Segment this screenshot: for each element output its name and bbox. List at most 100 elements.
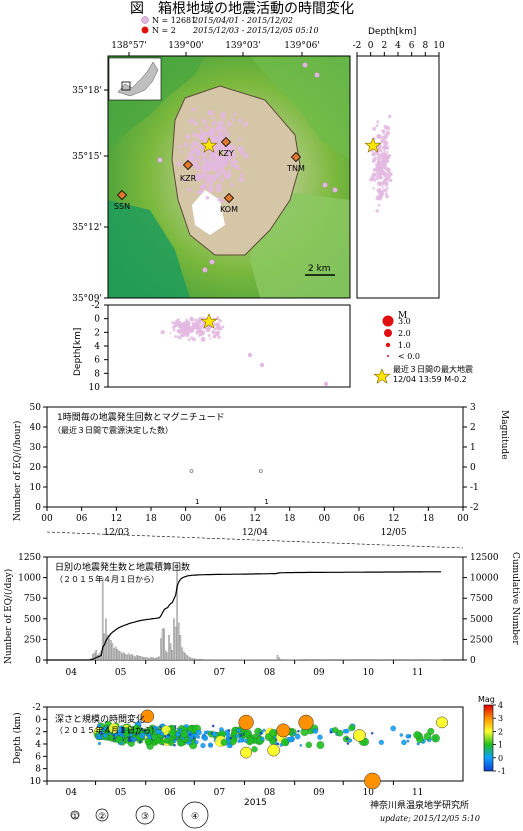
map-lon-label: 139°00' — [168, 41, 204, 51]
map-lat-label: 35°15' — [72, 152, 102, 162]
depth-time-event — [151, 733, 158, 741]
bottom-epicenter — [213, 335, 217, 338]
map-epicenter — [201, 118, 207, 125]
bottom-epicenter — [221, 325, 225, 329]
depth-bottom-panel: Depth[km] — [73, 304, 351, 388]
depth-side-frame — [356, 55, 440, 299]
daily-bar — [129, 654, 131, 661]
map-epicenter — [176, 161, 182, 167]
depth-time-event — [401, 739, 407, 746]
daily-bar — [192, 658, 195, 661]
map-epicenter — [191, 107, 196, 112]
map-epicenter — [219, 168, 226, 175]
mag-legend-dot-0 — [387, 355, 389, 357]
depth-time-event — [108, 732, 112, 736]
depth-time-event — [211, 731, 218, 737]
hourly-x-tick-label: 18 — [423, 514, 435, 524]
legend-pink-dot — [141, 16, 149, 24]
depth-time-event — [297, 729, 300, 733]
depth-time-ylabel: Depth (km) — [12, 712, 23, 764]
map-epicenter — [234, 164, 239, 169]
depth-time-event — [167, 733, 170, 737]
map-epicenter — [232, 153, 237, 158]
map-outlier-epicenter — [157, 157, 163, 163]
hourly-x-tick-label: 06 — [215, 514, 227, 524]
map-epicenter — [194, 147, 200, 153]
mag-legend-title: M — [398, 311, 407, 321]
side-epicenter — [378, 157, 381, 161]
depth-time-month-label: 05 — [115, 788, 127, 798]
depth-time-event — [175, 736, 179, 740]
daily-bar — [155, 657, 157, 661]
map-epicenter — [217, 139, 221, 143]
side-epicenter — [380, 140, 384, 144]
depth-time-event — [173, 739, 177, 744]
depth-time-large-event — [276, 723, 291, 738]
daily-y2-tick-label: 0 — [470, 656, 476, 666]
depth-time-event — [431, 734, 440, 743]
side-depth-cloud — [369, 114, 393, 213]
map-epicenter — [215, 125, 222, 132]
daily-bar — [92, 654, 94, 661]
daily-month-label: 06 — [164, 668, 176, 678]
depth-time-event — [100, 732, 104, 735]
station-kom-marker — [223, 192, 235, 204]
daily-bar — [179, 635, 182, 661]
map-epicenter — [209, 127, 214, 132]
map-epicenter — [219, 178, 225, 183]
daily-bar — [182, 651, 185, 661]
side-epicenter — [381, 152, 387, 157]
map-epicenter — [203, 156, 207, 160]
footer-institute: 神奈川県温泉地学研究所 — [370, 799, 469, 811]
daily-bar — [184, 653, 187, 661]
depth-time-event — [413, 731, 422, 739]
map-epicenter — [197, 190, 201, 195]
daily-month-label: 08 — [264, 668, 276, 678]
mag-legend-dot-2 — [384, 329, 392, 337]
depth-time-event — [132, 724, 141, 734]
map-epicenter — [215, 144, 220, 149]
depth-time-event — [312, 728, 319, 734]
depth-time-event — [196, 735, 200, 739]
daily-month-label: 07 — [214, 668, 226, 678]
map-epicenter — [201, 183, 207, 188]
daily-bar — [173, 618, 175, 661]
daily-bar — [108, 638, 110, 661]
map-ticks: 138°57' 139°00' 139°03' 139°06' 35°18' 35°15'… — [72, 41, 320, 304]
size-legend-label: ③ — [141, 812, 149, 822]
bottom-epicenter — [172, 325, 176, 330]
side-epicenter — [388, 154, 392, 158]
map-epicenter — [211, 158, 216, 162]
daily-bar — [106, 635, 109, 661]
daily-bar — [165, 650, 167, 661]
inset-box — [121, 81, 131, 91]
depth-side-tick-label: 6 — [409, 41, 415, 51]
depth-time-event — [231, 729, 238, 736]
daily-bar — [171, 649, 174, 661]
map-epicenter — [205, 195, 210, 200]
hourly-y-tick-label: 30 — [30, 443, 42, 453]
station-kom-label: KOM — [220, 205, 238, 214]
bottom-epicenter — [191, 337, 196, 342]
daily-bar — [202, 659, 204, 661]
daily-bar — [174, 626, 177, 661]
map-epicenter — [209, 152, 216, 159]
side-epicenter — [384, 192, 388, 196]
depth-time-large-event — [353, 729, 366, 742]
depth-time-event — [399, 733, 403, 737]
side-epicenter — [382, 132, 385, 135]
side-epicenter — [383, 124, 389, 130]
side-epicenter — [383, 150, 386, 153]
side-epicenter — [377, 147, 381, 151]
map-epicenter — [201, 168, 207, 174]
daily-bar — [122, 652, 125, 661]
map-lat-label: 35°09' — [72, 294, 102, 304]
depth-time-event — [211, 724, 215, 728]
depth-time-y-tick-label: 8 — [35, 765, 41, 775]
daily-bar — [124, 654, 127, 661]
depth-time-y-tick-label: 10 — [30, 777, 42, 787]
map-epicenter — [185, 134, 191, 140]
hourly-y2-tick-label: 1 — [470, 443, 476, 453]
hourly-subtitle: （最近３日間で震源決定した数） — [53, 425, 173, 435]
